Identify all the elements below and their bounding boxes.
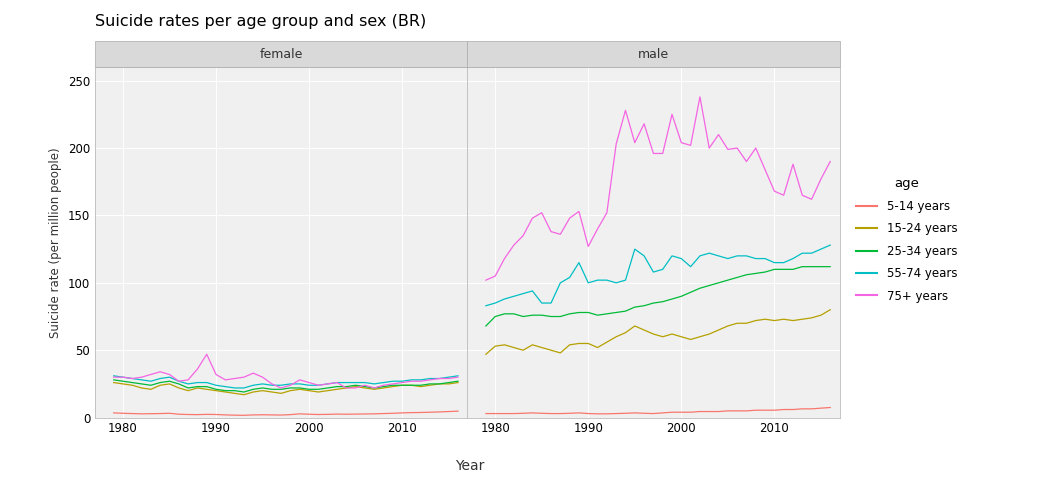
- Text: female: female: [260, 48, 303, 60]
- Legend: 5-14 years, 15-24 years, 25-34 years, 55-74 years, 75+ years: 5-14 years, 15-24 years, 25-34 years, 55…: [856, 178, 958, 302]
- Text: Year: Year: [455, 459, 485, 473]
- Text: Suicide rates per age group and sex (BR): Suicide rates per age group and sex (BR): [95, 14, 427, 29]
- Y-axis label: Suicide rate (per million people): Suicide rate (per million people): [50, 147, 62, 338]
- Text: male: male: [638, 48, 668, 60]
